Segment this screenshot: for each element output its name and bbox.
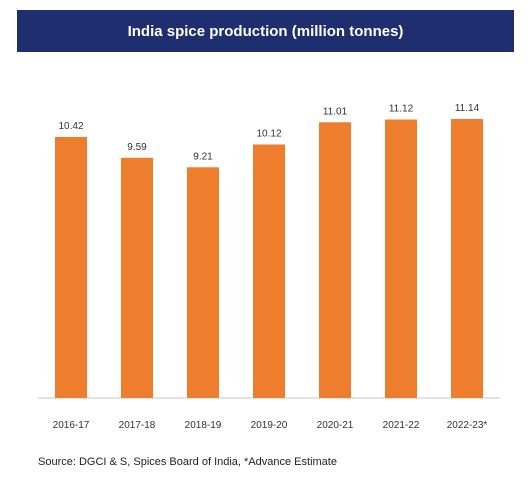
bars-group — [55, 119, 483, 399]
x-tick-label-2016-17: 2016-17 — [53, 420, 90, 431]
x-tick-labels-group: 2016-17 2017-18 2018-19 2019-20 2020-21 2021-… — [53, 420, 488, 431]
x-tick-label-2018-19: 2018-19 — [185, 420, 222, 431]
data-label-2017-18: 9.59 — [127, 142, 147, 153]
data-label-2016-17: 10.42 — [58, 121, 83, 132]
x-tick-label-2019-20: 2019-20 — [251, 420, 288, 431]
x-tick-label-2021-22: 2021-22 — [383, 420, 420, 431]
source-note: Source: DGCI & S, Spices Board of India,… — [38, 456, 337, 468]
data-label-2022-23*: 11.14 — [455, 103, 480, 114]
bar-2018-19 — [187, 167, 219, 398]
chart-title: India spice production (million tonnes) — [17, 10, 514, 52]
bar-2017-18 — [121, 157, 153, 398]
bar-2022-23* — [451, 119, 483, 398]
data-labels-group: 10.42 9.59 9.21 10.12 11.01 11.12 11.14 — [58, 103, 479, 162]
data-label-2021-22: 11.12 — [389, 104, 414, 115]
x-tick-label-2022-23*: 2022-23* — [447, 420, 488, 431]
x-tick-label-2020-21: 2020-21 — [317, 420, 354, 431]
data-label-2019-20: 10.12 — [256, 129, 281, 140]
data-label-2018-19: 9.21 — [193, 151, 213, 162]
x-tick-label-2017-18: 2017-18 — [119, 420, 156, 431]
data-label-2020-21: 11.01 — [323, 106, 348, 117]
bar-2021-22 — [385, 119, 417, 398]
bar-2016-17 — [55, 137, 87, 398]
bar-2019-20 — [253, 144, 285, 398]
bar-2020-21 — [319, 122, 351, 399]
